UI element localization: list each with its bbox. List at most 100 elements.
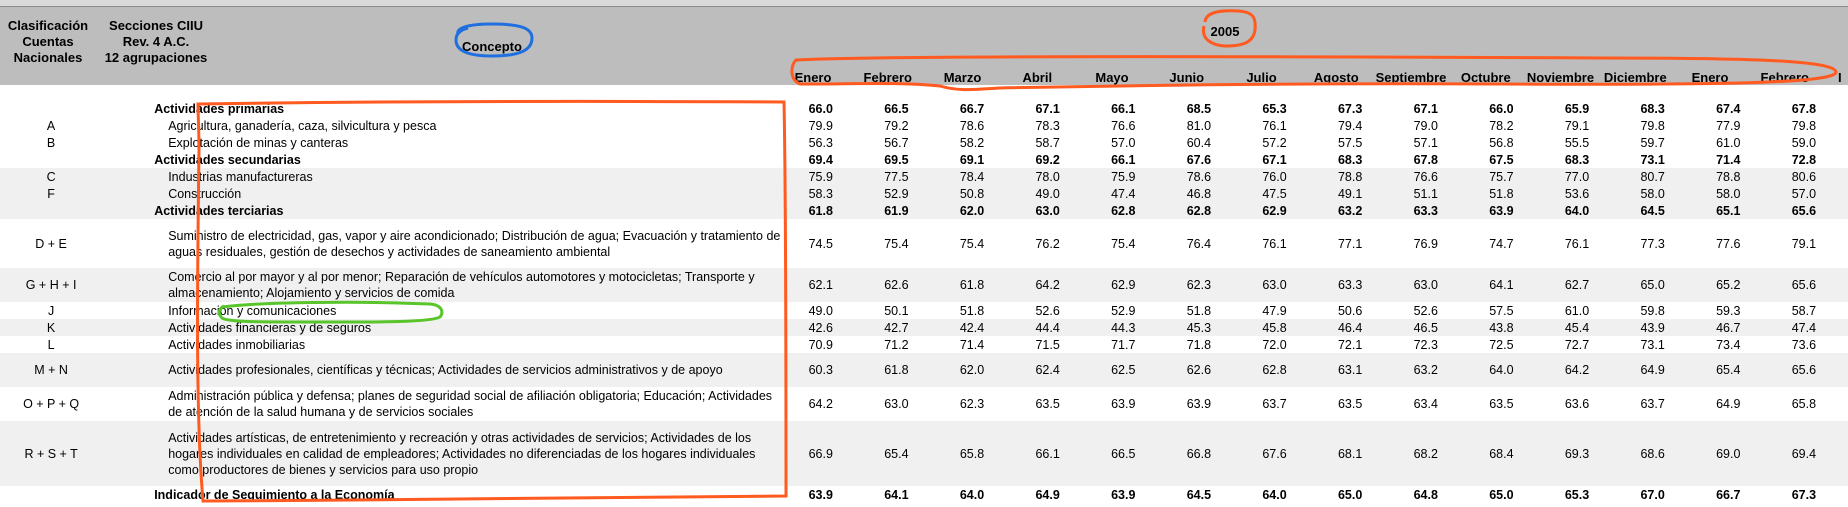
row-padding [1842,219,1848,268]
row-value: 64.2 [1539,353,1615,387]
row-value: 53.6 [1539,185,1615,202]
row-value: 77.3 [1640,236,1665,251]
row-value: 67.5 [1489,152,1514,167]
row-value: 47.4 [1766,319,1842,336]
row-value: 64.5 [1614,202,1691,219]
table-row: O + P + Q Administración pública y defens… [0,387,1848,421]
row-value: 59.3 [1716,303,1741,318]
data-table: Actividades primarias 66.0 66.5 66.7 67.1 66.… [0,100,1848,503]
row-concept: Construcción [102,185,783,202]
row-value: 75.4 [959,236,985,251]
row-value: 63.9 [1111,487,1136,502]
row-value: 67.4 [1716,101,1741,116]
row-value: 68.3 [1337,152,1363,167]
row-value: 57.5 [1489,303,1514,318]
table-header: Clasificación Cuentas Nacionales Seccion… [0,7,1848,85]
row-value: 73.1 [1640,152,1665,167]
row-value: 62.0 [934,353,1010,387]
row-value: 64.0 [1539,202,1615,219]
row-value: 50.6 [1337,303,1363,318]
row-code: K [0,319,103,336]
row-value: 72.8 [1791,152,1817,167]
row-value: 63.9 [808,487,833,502]
row-value: 64.1 [884,487,909,502]
row-concept: Actividades terciarias [102,202,783,219]
header-month: Agosto [1313,70,1359,85]
row-value: 69.4 [808,152,833,167]
row-value: 50.1 [884,303,909,318]
row-value: 59.8 [1640,303,1665,318]
top-border [0,0,1848,7]
row-value: 63.2 [1312,202,1388,219]
row-value: 76.6 [1111,118,1136,133]
table-row: C Industrias manufactureras 75.9 77.5 78.4 78… [0,168,1848,185]
table-row: R + S + T Actividades artísticas, de entr… [0,421,1848,486]
row-concept: Suministro de electricidad, gas, vapor y… [168,228,781,259]
section-row: Actividades secundarias 69.4 69.5 69.1 69.2 6… [0,151,1848,168]
table-row: F Construcción 58.3 52.9 50.8 49.0 47.4 46.8 47.… [0,185,1848,202]
table-row: D + E Suministro de electricidad, gas, va… [0,219,1848,268]
row-value: 43.8 [1463,319,1540,336]
row-code: M + N [0,353,103,387]
row-value: 72.7 [1564,337,1590,352]
row-value: 58.2 [959,135,985,150]
header-clasificacion-line2: Cuentas [22,34,74,49]
row-value: 51.8 [959,303,985,318]
row-value: 79.4 [1337,118,1363,133]
row-value: 57.2 [1262,135,1287,150]
row-value: 65.1 [1690,202,1767,219]
row-value: 61.8 [858,353,935,387]
row-value: 58.0 [1690,185,1767,202]
row-padding [1841,421,1848,486]
row-padding [1841,168,1848,185]
header-secciones-line3: 12 agrupaciones [104,50,208,65]
section-row: Actividades primarias 66.0 66.5 66.7 67.1 66.… [0,100,1848,117]
row-value: 78.2 [1489,118,1514,133]
row-value: 76.2 [1035,236,1060,251]
row-value: 63.9 [1463,202,1540,219]
row-value: 62.3 [1161,268,1237,302]
row-value: 67.1 [1262,152,1287,167]
row-value: 52.9 [858,185,935,202]
row-value: 42.4 [934,319,1010,336]
header-month: Febrero [863,70,912,85]
row-padding [1842,387,1848,421]
row-value: 69.3 [1539,421,1615,486]
header-extra-col: I [1838,70,1842,85]
row-value: 62.1 [782,268,859,302]
row-value: 76.9 [1413,236,1438,251]
row-value: 42.6 [782,319,859,336]
row-value: 66.5 [884,101,909,116]
row-value: 45.4 [1539,319,1615,336]
row-value: 76.4 [1186,236,1212,251]
row-value: 75.7 [1463,168,1540,185]
header-clasificacion-line3: Nacionales [13,50,83,65]
row-value: 64.9 [1614,353,1691,387]
row-padding [1841,185,1848,202]
header-clasificacion: Clasificación Cuentas Nacionales [0,18,96,66]
row-value: 78.4 [934,168,1010,185]
row-value: 64.0 [959,487,985,502]
row-value: 68.3 [1564,152,1590,167]
row-value: 63.0 [884,397,909,411]
row-value: 63.6 [1564,397,1590,411]
table-row: G + H + I Comercio al por mayor y al por … [0,268,1848,302]
row-value: 65.0 [1489,487,1514,502]
row-value: 71.2 [884,337,909,352]
row-concept: Comercio al por mayor y al por menor; Re… [102,268,783,302]
row-value: 61.8 [782,202,859,219]
row-value: 45.3 [1161,319,1237,336]
row-concept: Explotación de minas y canteras [168,135,349,150]
row-value: 64.0 [1262,487,1287,502]
row-value: 44.3 [1085,319,1162,336]
row-value: 58.7 [1791,303,1817,318]
row-value: 62.7 [1539,268,1615,302]
row-value: 59.0 [1791,135,1817,150]
row-concept: Actividades financieras y de seguros [102,319,783,336]
row-value: 65.3 [1564,487,1590,502]
row-value: 63.5 [1337,397,1363,411]
row-value: 65.6 [1766,353,1842,387]
row-value: 72.0 [1262,337,1287,352]
header-month: Enero [1691,70,1729,85]
row-value: 66.5 [1085,421,1162,486]
